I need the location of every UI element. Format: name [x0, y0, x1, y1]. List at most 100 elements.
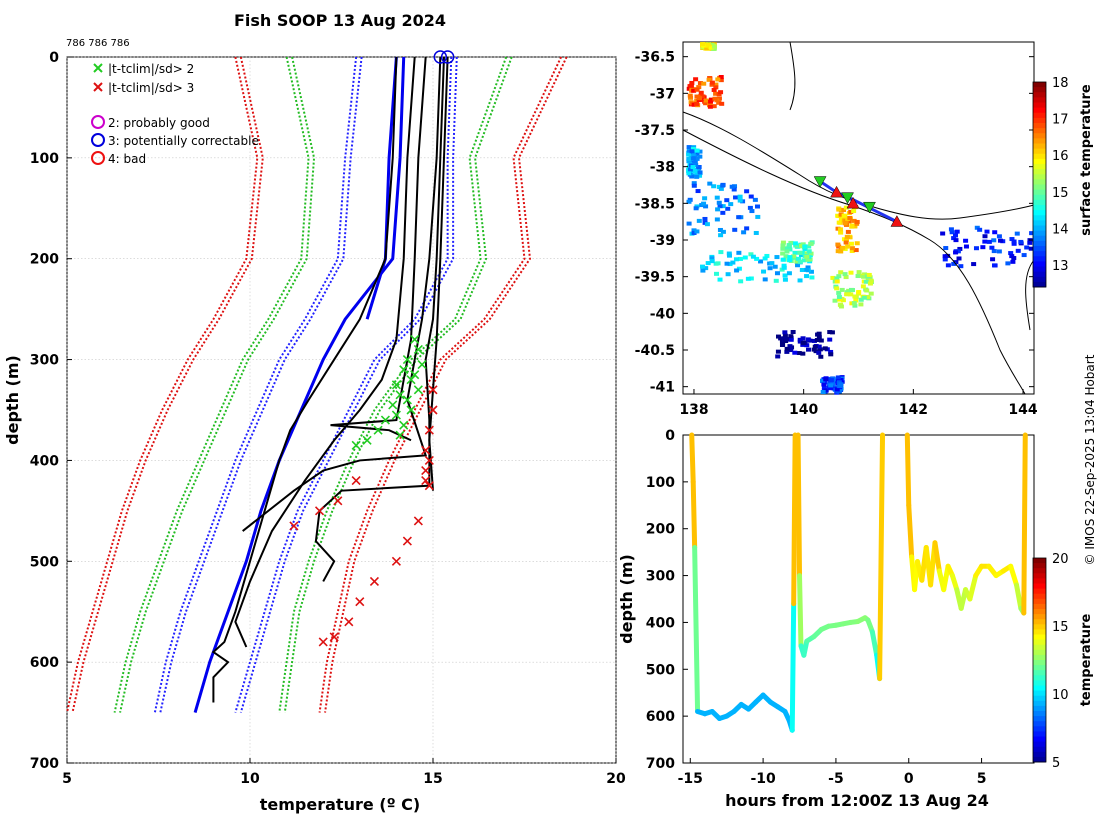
- sst-cell: [806, 347, 812, 352]
- climatology-line: [365, 56, 398, 320]
- sst-cell: [836, 290, 842, 295]
- sst-cell: [782, 273, 788, 278]
- gt3sd-marker: [402, 536, 412, 546]
- sst-cell: [1014, 231, 1020, 236]
- sst-cell: [817, 347, 823, 352]
- gt2sd-marker: [351, 440, 361, 450]
- sst-cell: [940, 231, 946, 236]
- legend-entry-label: |t-tclim|/sd> 3: [108, 81, 194, 95]
- colorbar-swatch: [1033, 225, 1046, 232]
- sst-cell: [820, 379, 826, 384]
- dt-colorbar-swatch: [1033, 746, 1046, 753]
- sst-cell: [953, 250, 959, 255]
- dt-x-tick-label: 0: [904, 771, 914, 787]
- depth-time-segment: [904, 432, 912, 508]
- colorbar-swatch: [1033, 164, 1046, 170]
- climatology-line: [153, 56, 358, 713]
- sst-cell: [690, 156, 696, 161]
- triangle-marker: [830, 185, 843, 198]
- depth-time-segment: [869, 629, 880, 658]
- colorbar-tick-label: 18: [1052, 76, 1069, 91]
- sst-cell: [848, 270, 854, 275]
- sst-cell: [713, 91, 719, 96]
- sst-cell: [992, 230, 998, 235]
- dt-colorbar-swatch: [1033, 609, 1046, 615]
- sst-cell: [991, 238, 997, 243]
- sst-cell: [838, 270, 844, 275]
- sst-cell: [984, 229, 990, 234]
- depth-time-segment: [789, 601, 797, 733]
- observed-profile: [211, 56, 398, 703]
- dt-colorbar-swatch: [1033, 670, 1046, 676]
- dt-colorbar-swatch: [1033, 558, 1046, 564]
- sst-map-chart: 138 140 142 144 -36.5 -37 -37.5 -38 -38.5 -39 -39.…: [635, 41, 1094, 418]
- ship-track: [813, 176, 904, 227]
- sst-cell: [761, 269, 767, 274]
- sst-cell: [843, 275, 849, 280]
- dt-colorbar-swatch: [1033, 568, 1046, 574]
- sst-cell: [695, 189, 701, 194]
- sst-cell: [865, 294, 871, 299]
- sst-cell: [804, 267, 810, 272]
- sst-cell: [711, 44, 717, 49]
- climatology-line: [278, 56, 508, 713]
- sst-cell: [1018, 239, 1024, 244]
- dt-y-tick-label: 100: [646, 475, 675, 491]
- sst-cell: [842, 272, 848, 277]
- depth-time-x-label: hours from 12:00Z 13 Aug 24: [725, 791, 989, 810]
- climatology-line: [66, 56, 259, 713]
- sst-cell: [951, 261, 957, 266]
- sst-cell: [693, 163, 699, 168]
- sst-cell: [842, 221, 848, 226]
- sst-cell: [752, 197, 758, 202]
- sst-cell: [788, 348, 794, 353]
- sst-cell: [733, 257, 739, 262]
- sst-cell: [709, 256, 715, 261]
- colorbar-swatch: [1033, 148, 1046, 155]
- sst-cell: [837, 297, 843, 302]
- sst-cell: [689, 149, 695, 154]
- map-frame: [682, 41, 1035, 395]
- x-tick-label: 15: [423, 771, 442, 787]
- gt3sd-marker: [369, 576, 380, 587]
- dt-x-tick-label: -10: [750, 771, 776, 787]
- sst-cell: [780, 243, 786, 248]
- sst-cell: [736, 215, 742, 220]
- sst-cell: [712, 96, 718, 101]
- sst-cell: [696, 85, 702, 90]
- sst-cell: [868, 278, 874, 283]
- colorbar-swatch: [1033, 246, 1046, 252]
- sst-cell: [841, 213, 847, 218]
- legend-circle-marker: [91, 133, 105, 147]
- sst-cell: [787, 344, 793, 349]
- sst-cell: [733, 195, 739, 200]
- sst-cell: [775, 334, 781, 339]
- dt-colorbar-swatch: [1033, 654, 1046, 661]
- sst-cell: [830, 275, 836, 280]
- climatology-lines: [66, 56, 568, 713]
- x-tick-label: 10: [240, 771, 260, 787]
- sst-cell: [856, 270, 862, 275]
- copyright-text: © IMOS 22-Sep-2025 13:04 Hobart: [1083, 354, 1097, 565]
- colorbar-swatch: [1033, 143, 1046, 150]
- sst-cell: [775, 354, 781, 359]
- sst-cell: [868, 291, 874, 296]
- colorbar-swatch: [1033, 194, 1046, 201]
- sst-cell: [801, 258, 807, 263]
- colorbar-swatch: [1033, 235, 1046, 242]
- sst-cell: [845, 229, 851, 234]
- colorbar-swatch: [1033, 179, 1046, 185]
- colorbar-swatch: [1033, 220, 1046, 226]
- sst-cell: [818, 338, 824, 343]
- sst-cell: [848, 292, 854, 297]
- sst-cell: [820, 389, 826, 394]
- shelf-contour: [682, 129, 1026, 395]
- sst-cell: [714, 217, 720, 222]
- colorbar-swatch: [1033, 256, 1046, 262]
- sst-cell: [788, 334, 794, 339]
- y-tick-label: 200: [30, 252, 59, 268]
- sst-cell: [774, 271, 780, 276]
